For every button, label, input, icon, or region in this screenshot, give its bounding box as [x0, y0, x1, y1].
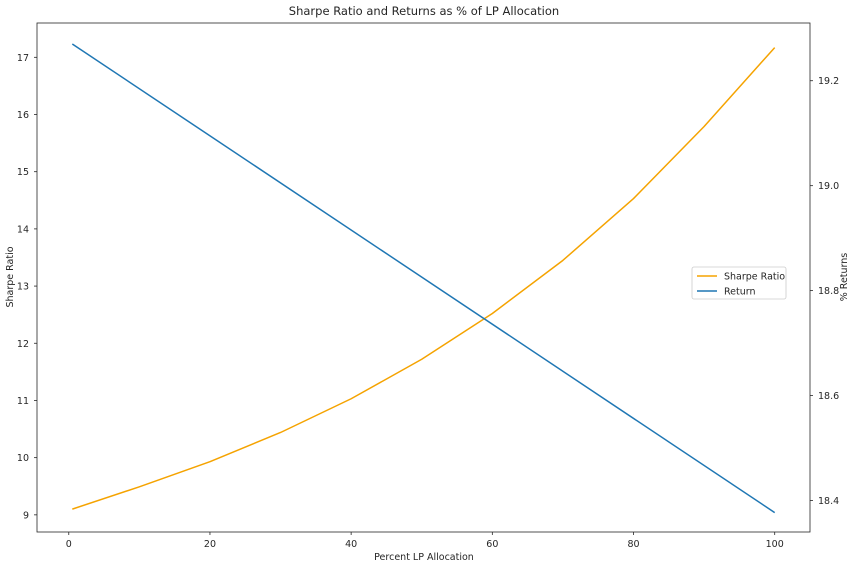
right-y-tick-label: 19.0 — [818, 181, 839, 192]
series-line-return — [71, 43, 776, 514]
x-tick-label: 60 — [486, 539, 498, 550]
left-y-tick-label: 16 — [17, 110, 29, 121]
legend-label-sharpe-ratio: Sharpe Ratio — [724, 272, 785, 283]
left-y-tick-label: 13 — [17, 282, 29, 293]
right-y-tick-label: 18.4 — [818, 496, 839, 507]
series-layer — [71, 43, 776, 514]
x-tick-label: 40 — [345, 539, 357, 550]
left-y-tick-label: 10 — [17, 453, 29, 464]
x-tick-label: 0 — [66, 539, 72, 550]
left-y-tick-label: 17 — [17, 53, 29, 64]
left-y-axis-label: Sharpe Ratio — [5, 246, 16, 307]
left-y-tick-label: 15 — [17, 167, 29, 178]
x-tick-label: 20 — [204, 539, 216, 550]
right-y-tick-label: 19.2 — [818, 76, 839, 87]
series-line-sharpe-ratio — [72, 47, 776, 510]
x-axis-ticks: 0 20 40 60 80 100 — [66, 532, 784, 550]
left-y-tick-label: 12 — [17, 339, 29, 350]
chart-title: Sharpe Ratio and Returns as % of LP Allo… — [289, 4, 559, 18]
legend-label-return: Return — [724, 287, 756, 298]
right-y-axis-ticks: 18.4 18.6 18.8 19.0 19.2 — [810, 76, 839, 507]
right-y-tick-label: 18.6 — [818, 391, 839, 402]
x-tick-label: 100 — [766, 539, 784, 550]
right-y-tick-label: 18.8 — [818, 286, 839, 297]
x-tick-label: 80 — [627, 539, 639, 550]
left-y-tick-label: 9 — [23, 510, 29, 521]
right-y-axis-label: % Returns — [839, 253, 850, 302]
x-axis-label: Percent LP Allocation — [374, 552, 474, 563]
left-y-tick-label: 11 — [17, 396, 29, 407]
legend: Sharpe Ratio Return — [691, 266, 787, 300]
left-y-tick-label: 14 — [17, 224, 29, 235]
left-y-axis-ticks: 9 10 11 12 13 14 15 16 17 — [17, 53, 37, 521]
plot-area — [36, 22, 811, 533]
